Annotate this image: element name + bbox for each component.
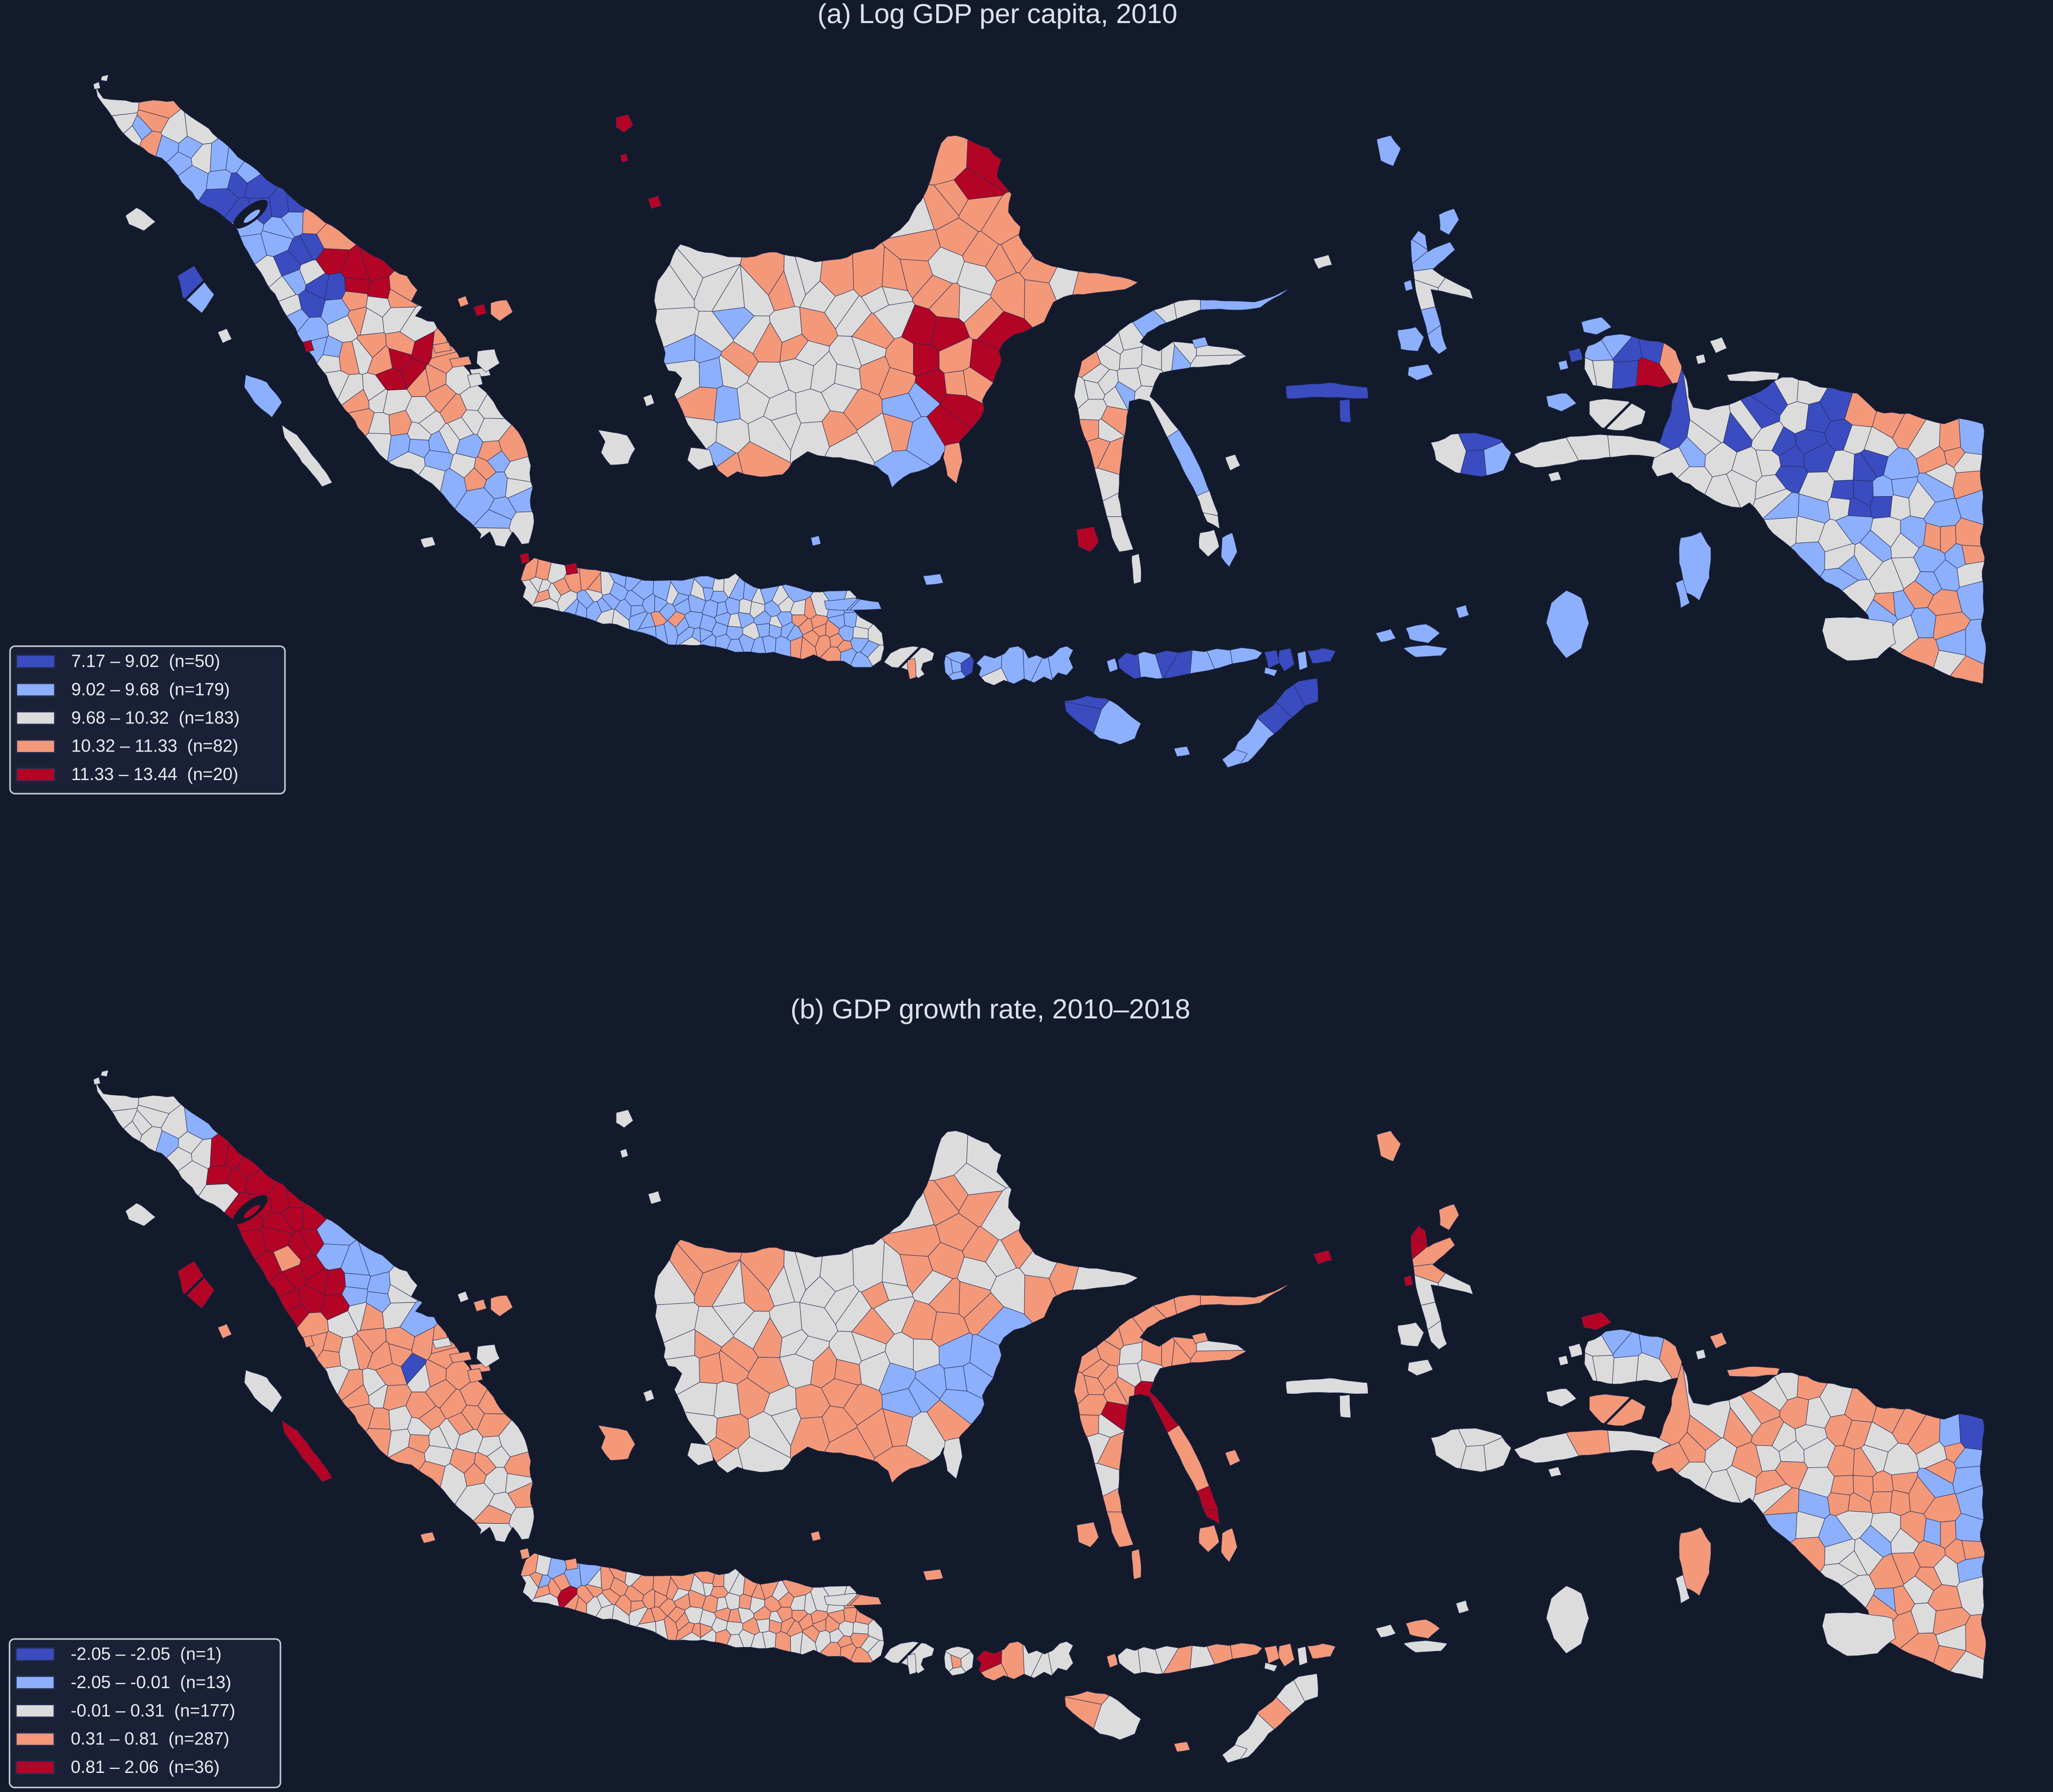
svg-text:9.68 – 10.32 (n=183): 9.68 – 10.32 (n=183) xyxy=(71,708,240,727)
svg-text:10.32 – 11.33 (n=82): 10.32 – 11.33 (n=82) xyxy=(71,736,238,756)
svg-text:9.02 – 9.68 (n=179): 9.02 – 9.68 (n=179) xyxy=(71,680,230,699)
svg-text:-2.05 – -0.01 (n=13): -2.05 – -0.01 (n=13) xyxy=(71,1673,231,1692)
svg-text:7.17 – 9.02 (n=50): 7.17 – 9.02 (n=50) xyxy=(71,652,220,671)
svg-text:-0.01 – 0.31 (n=177): -0.01 – 0.31 (n=177) xyxy=(71,1701,235,1720)
svg-text:0.31 – 0.81 (n=287): 0.31 – 0.81 (n=287) xyxy=(71,1729,229,1749)
svg-text:-2.05 – -2.05 (n=1): -2.05 – -2.05 (n=1) xyxy=(71,1645,222,1664)
svg-text:(b) GDP growth rate, 2010–2018: (b) GDP growth rate, 2010–2018 xyxy=(791,993,1191,1024)
svg-text:(a) Log GDP per capita, 2010: (a) Log GDP per capita, 2010 xyxy=(817,0,1177,29)
svg-text:0.81 – 2.06 (n=36): 0.81 – 2.06 (n=36) xyxy=(71,1757,220,1777)
svg-text:11.33 – 13.44 (n=20): 11.33 – 13.44 (n=20) xyxy=(71,765,238,784)
